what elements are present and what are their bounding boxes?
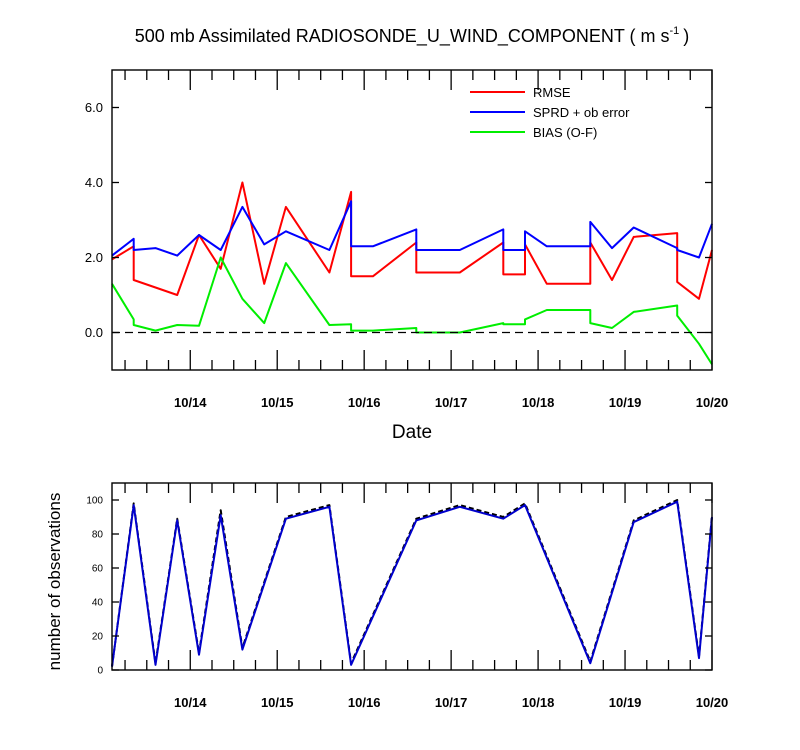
top-panel: 0.0 2.0 4.0 6.0 10/14 10/15 10/16 10/17 10/18 10/… <box>85 69 728 443</box>
y-tick-label: 20 <box>92 632 104 643</box>
x-tick-label: 10/14 <box>174 395 207 410</box>
chart-title-main: 500 mb Assimilated RADIOSONDE_U_WIND_COM… <box>135 26 670 47</box>
legend-label-sprd-ob-error: SPRD + ob error <box>533 105 630 120</box>
chart-title: 500 mb Assimilated RADIOSONDE_U_WIND_COM… <box>135 25 690 47</box>
y-tick-label: 4.0 <box>85 175 103 190</box>
x-tick-label: 10/18 <box>522 395 555 410</box>
series-line-bias-o-f <box>111 256 713 365</box>
y-tick-label: 2.0 <box>85 250 103 265</box>
y-tick-label: 40 <box>92 598 104 609</box>
bottom-axis-ticks: 0 20 40 60 80 100 10/14 10/15 10/16 10/17 10/18 10/… <box>86 483 728 710</box>
x-tick-label: 10/20 <box>696 695 729 710</box>
top-legend: RMSE SPRD + ob error BIAS (O-F) <box>470 85 630 140</box>
x-tick-label: 10/15 <box>261 695 294 710</box>
x-tick-label: 10/16 <box>348 695 381 710</box>
y-tick-label: 0.0 <box>85 325 103 340</box>
series-line-sprd-ob-error <box>111 200 713 259</box>
top-x-axis-label: Date <box>392 422 432 443</box>
legend-label-rmse: RMSE <box>533 85 571 100</box>
x-tick-label: 10/16 <box>348 395 381 410</box>
y-tick-label: 0 <box>97 666 103 677</box>
chart-title-unit-sup: -1 <box>670 25 680 37</box>
x-tick-label: 10/20 <box>696 395 729 410</box>
y-tick-label: 80 <box>92 530 104 541</box>
legend-label-bias-o-f: BIAS (O-F) <box>533 125 597 140</box>
bottom-y-axis-label: number of observations <box>45 493 64 671</box>
series-line-observations-used <box>111 500 713 667</box>
x-tick-label: 10/14 <box>174 695 207 710</box>
bottom-plot-frame <box>111 482 713 671</box>
x-tick-label: 10/15 <box>261 395 294 410</box>
x-tick-label: 10/17 <box>435 695 468 710</box>
y-tick-label: 60 <box>92 564 104 575</box>
chart-title-close: ) <box>683 26 689 46</box>
top-axis-ticks: 0.0 2.0 4.0 6.0 10/14 10/15 10/16 10/17 10/18 10/… <box>85 70 728 410</box>
x-tick-label: 10/19 <box>609 695 642 710</box>
bottom-panel: 0 20 40 60 80 100 10/14 10/15 10/16 10/17 10/18 10/… <box>45 482 728 710</box>
x-tick-label: 10/18 <box>522 695 555 710</box>
bottom-series-lines <box>111 499 713 667</box>
y-tick-label: 6.0 <box>85 100 103 115</box>
x-tick-label: 10/19 <box>609 395 642 410</box>
y-tick-label: 100 <box>86 496 103 507</box>
x-tick-label: 10/17 <box>435 395 468 410</box>
series-line-rmse <box>111 181 713 300</box>
top-series-lines <box>111 181 713 365</box>
top-plot-frame <box>111 69 713 371</box>
